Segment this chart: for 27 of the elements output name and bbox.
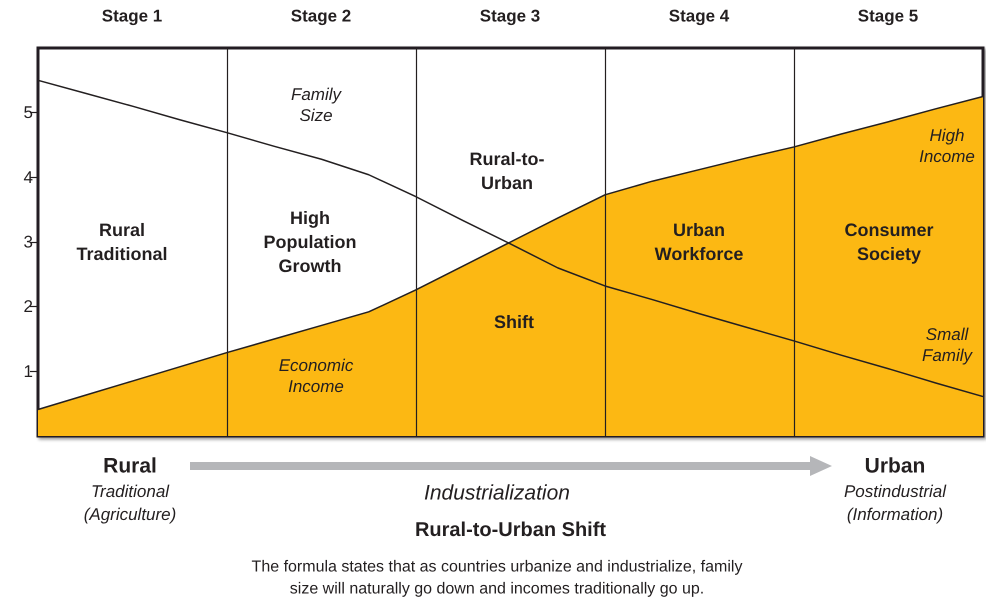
annotation: Economic Income xyxy=(278,356,354,396)
text: Rural xyxy=(103,454,157,478)
annotation: Consumer Society xyxy=(844,220,934,264)
annotation: Family Size xyxy=(290,85,343,125)
annotation: High Income xyxy=(919,126,975,166)
text: Industrialization xyxy=(424,482,570,504)
x-axis-title: Rural-to-Urban Shift xyxy=(414,519,606,541)
text: Traditional (Agriculture) xyxy=(84,482,176,524)
annotation: Small Family xyxy=(922,325,974,365)
annotation: High Population Growth xyxy=(264,208,356,276)
text: Urban xyxy=(864,454,926,478)
text: The formula states that as countries urbanize and industrialize, family size will naturally go down and incomes traditionally go up. xyxy=(252,558,742,598)
y-tick-label: 4 xyxy=(24,168,33,187)
y-tick-label: 3 xyxy=(24,232,33,252)
y-tick-label: 5 xyxy=(24,103,33,122)
y-tick-label: 1 xyxy=(24,362,33,381)
annotation: Shift xyxy=(494,312,534,332)
text: Stage 4 xyxy=(668,6,730,26)
text: Stage 2 xyxy=(290,6,352,26)
text: Stage 3 xyxy=(480,6,540,26)
annotation: Rural-to-Urban xyxy=(470,149,544,193)
text: Stage 5 xyxy=(858,6,918,26)
text: Postindustrial (Information) xyxy=(844,482,948,524)
text: Stage 1 xyxy=(102,6,162,26)
annotation: Rural Traditional xyxy=(76,220,168,264)
annotation: Urban Workforce xyxy=(654,220,744,264)
y-tick-label: 2 xyxy=(24,297,33,316)
